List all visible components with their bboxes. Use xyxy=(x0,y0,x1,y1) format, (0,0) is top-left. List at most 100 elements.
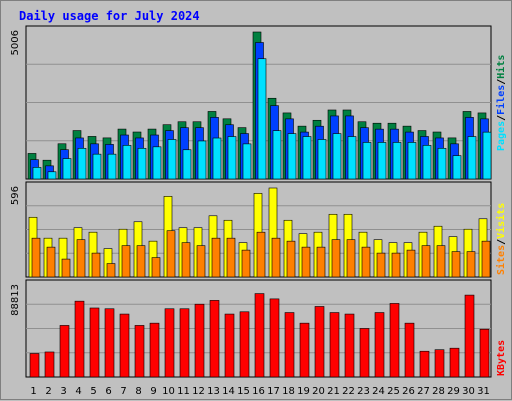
kbytes-bar xyxy=(254,293,265,378)
x-tick-label: 28 xyxy=(432,386,445,397)
legend-sites-visits-part: / xyxy=(496,239,507,245)
kbytes-bar xyxy=(44,351,55,378)
sites-bar xyxy=(331,239,341,278)
sites-bar xyxy=(226,237,236,278)
pages-bar xyxy=(317,139,327,180)
sites-bar xyxy=(301,246,311,278)
legend-pages-files-hits-part: Pages xyxy=(496,121,507,151)
kbytes-bar xyxy=(374,312,385,378)
x-tick-label: 19 xyxy=(297,386,310,397)
x-tick-label: 18 xyxy=(282,386,295,397)
sites-bar xyxy=(271,237,281,278)
pages-bar xyxy=(302,136,312,180)
pages-bar xyxy=(362,142,372,180)
x-tick-label: 12 xyxy=(192,386,205,397)
sites-bar xyxy=(121,245,131,278)
x-tick-label: 17 xyxy=(267,386,280,397)
sites-bar xyxy=(151,257,161,278)
pages-bar xyxy=(392,142,402,180)
kbytes-bar xyxy=(404,322,415,378)
legend-sites-visits-part: Sites xyxy=(495,245,507,275)
sites-bar xyxy=(181,242,191,278)
x-tick-label: 1 xyxy=(30,386,36,397)
legend-sites-visits-part: Visits xyxy=(495,203,507,239)
sites-bar xyxy=(481,240,491,278)
x-tick-label: 30 xyxy=(462,386,475,397)
panel-1-ymax-label: 596 xyxy=(10,186,21,205)
legend-kbytes: KBytes xyxy=(496,340,507,376)
kbytes-bar xyxy=(434,349,445,378)
kbytes-bar xyxy=(314,306,325,378)
x-tick-label: 5 xyxy=(90,386,96,397)
kbytes-bar xyxy=(239,311,250,378)
x-tick-label: 7 xyxy=(120,386,126,397)
x-tick-label: 21 xyxy=(327,386,340,397)
x-tick-label: 3 xyxy=(60,386,66,397)
x-tick-label: 23 xyxy=(357,386,370,397)
kbytes-bar xyxy=(344,313,355,378)
pages-bar xyxy=(167,139,177,180)
sites-bar xyxy=(46,246,56,278)
pages-bar xyxy=(407,142,417,180)
sites-bar xyxy=(451,251,461,278)
pages-bar xyxy=(62,158,72,180)
kbytes-bar xyxy=(179,308,190,378)
panel-0-ymax-label: 5006 xyxy=(10,30,21,55)
x-tick-label: 11 xyxy=(177,386,190,397)
kbytes-bar xyxy=(89,307,100,378)
sites-bar xyxy=(376,252,386,278)
x-tick-label: 13 xyxy=(207,386,220,397)
legend-pages-files-hits: Pages/Files/Hits xyxy=(495,55,507,151)
legend-pages-files-hits-part: Hits xyxy=(495,55,507,79)
kbytes-bar xyxy=(74,300,85,378)
sites-bar xyxy=(346,239,356,278)
x-tick-label: 20 xyxy=(312,386,325,397)
sites-bar xyxy=(406,249,416,278)
sites-bar xyxy=(421,245,431,278)
pages-bar xyxy=(77,147,87,180)
sites-bar xyxy=(316,246,326,278)
kbytes-bar xyxy=(329,312,340,378)
pages-bar xyxy=(47,171,57,180)
pages-bar xyxy=(212,137,222,180)
x-tick-label: 2 xyxy=(45,386,51,397)
pages-bar xyxy=(347,136,357,180)
pages-bar xyxy=(152,146,162,180)
kbytes-bar xyxy=(464,294,475,378)
pages-bar xyxy=(92,153,102,180)
pages-bar xyxy=(242,143,252,180)
x-tick-label: 22 xyxy=(342,386,355,397)
pages-bar xyxy=(422,145,432,180)
pages-bar xyxy=(272,130,282,180)
x-tick-label: 26 xyxy=(402,386,415,397)
sites-bar xyxy=(211,237,221,278)
chart-title: Daily usage for July 2024 xyxy=(19,9,200,23)
pages-bar xyxy=(452,155,462,180)
x-tick-label: 4 xyxy=(75,386,81,397)
pages-bar xyxy=(197,140,207,180)
kbytes-bar xyxy=(194,303,205,378)
x-tick-label: 27 xyxy=(417,386,430,397)
kbytes-bar xyxy=(449,347,460,378)
legend-sites-visits: Sites/Visits xyxy=(495,203,507,275)
legend-pages-files-hits-part: / xyxy=(496,79,507,85)
pages-bar xyxy=(287,133,297,180)
legend-kbytes-part: KBytes xyxy=(496,340,507,376)
pages-bar xyxy=(467,136,477,180)
kbytes-bar xyxy=(164,308,175,378)
legend-pages-files-hits-part: / xyxy=(496,115,507,121)
pages-bar xyxy=(122,145,132,180)
kbytes-bar xyxy=(419,350,430,378)
kbytes-bar xyxy=(224,313,235,378)
pages-bar xyxy=(377,142,387,180)
x-tick-label: 8 xyxy=(135,386,141,397)
x-tick-label: 24 xyxy=(372,386,385,397)
x-tick-label: 29 xyxy=(447,386,460,397)
kbytes-bar xyxy=(149,322,160,378)
kbytes-bar xyxy=(209,300,220,378)
sites-bar xyxy=(256,231,266,278)
sites-bar xyxy=(391,252,401,278)
sites-bar xyxy=(76,239,86,278)
